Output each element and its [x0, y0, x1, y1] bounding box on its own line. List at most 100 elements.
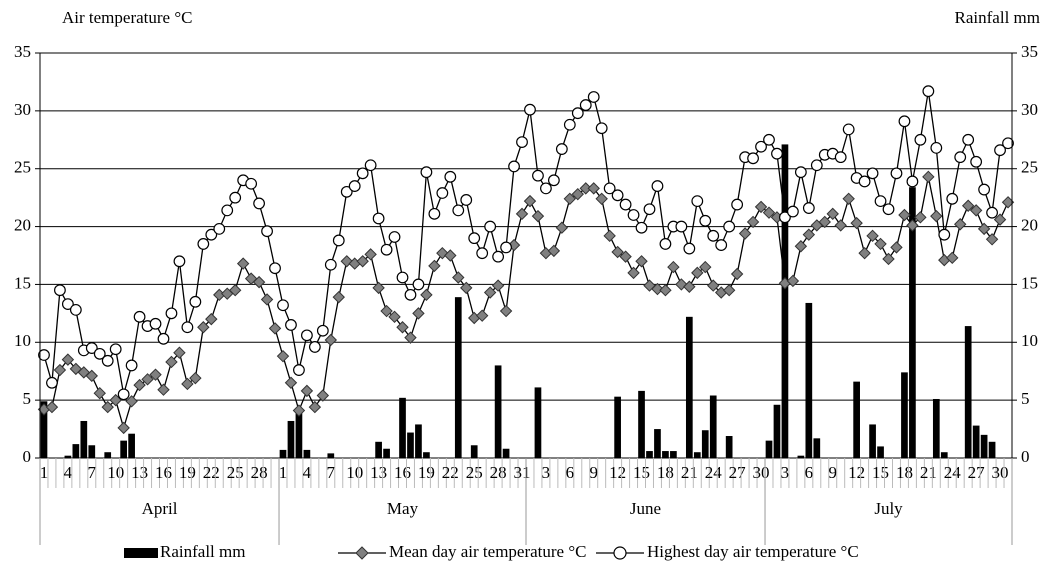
max-marker	[587, 91, 600, 103]
max-marker	[938, 228, 951, 241]
mean-marker	[985, 233, 999, 246]
mean-marker	[898, 208, 911, 222]
mean-marker	[324, 333, 338, 347]
rain-bar	[901, 372, 908, 458]
max-marker	[396, 271, 409, 284]
mean-marker	[228, 284, 242, 297]
rain-bar	[415, 424, 422, 458]
mean-marker	[691, 266, 704, 280]
mean-marker	[475, 309, 489, 322]
mean-marker	[85, 369, 98, 383]
mean-marker	[738, 227, 752, 240]
mean-marker	[547, 244, 561, 258]
mean-marker	[643, 279, 656, 292]
max-marker	[787, 205, 799, 218]
mean-marker	[499, 304, 513, 318]
mean-marker	[531, 209, 545, 223]
max-marker	[986, 206, 998, 219]
mean-marker	[906, 219, 919, 232]
mean-marker	[181, 377, 194, 391]
max-marker	[213, 222, 226, 235]
mean-marker	[491, 279, 505, 292]
rain-bar	[662, 451, 669, 458]
max-marker	[962, 133, 975, 146]
y-tick-label: 20	[14, 215, 31, 234]
mean-marker	[308, 400, 322, 414]
rain-bar	[701, 430, 709, 458]
y-tick-label: 15	[14, 273, 31, 292]
max-marker	[54, 284, 66, 297]
max-marker	[946, 192, 959, 205]
mean-marker	[977, 222, 991, 236]
x-tick-label: 25	[227, 463, 244, 482]
y2-tick-label: 35	[1021, 42, 1038, 61]
mean-marker	[149, 368, 162, 381]
rain-bar	[454, 297, 462, 458]
max-marker	[293, 364, 305, 376]
y-tick-label: 25	[14, 158, 31, 177]
rain-bar	[120, 440, 128, 458]
max-marker	[348, 180, 361, 192]
max-marker	[468, 232, 481, 245]
rain-bar	[964, 326, 972, 458]
max-marker	[516, 136, 528, 149]
y2-tick-label: 25	[1021, 158, 1038, 177]
mean-marker	[189, 371, 202, 385]
mean-marker	[101, 400, 114, 414]
mean-marker	[890, 241, 903, 254]
max-marker	[508, 160, 520, 173]
y2-tick-label: 10	[1021, 331, 1038, 350]
mean-marker	[141, 373, 154, 386]
max-marker	[93, 347, 106, 360]
max-marker	[308, 341, 321, 353]
max-marker	[699, 214, 712, 227]
mean-marker	[555, 221, 569, 234]
legend-label: Mean day air temperature °C	[389, 542, 587, 561]
mean-marker	[802, 228, 816, 241]
mean-marker	[372, 281, 385, 295]
max-marker	[834, 151, 847, 164]
x-tick-label: 10	[346, 463, 363, 482]
max-marker	[619, 198, 632, 211]
mean-marker	[523, 194, 537, 208]
mean-marker	[587, 182, 600, 195]
mean-marker	[874, 237, 887, 251]
x-tick-label: 19	[418, 463, 435, 482]
rain-bar	[685, 316, 693, 458]
mean-marker	[236, 257, 250, 270]
max-marker	[922, 85, 935, 98]
x-tick-label: 3	[781, 463, 790, 482]
mean-marker	[834, 219, 847, 232]
y2-tick-label: 20	[1021, 215, 1038, 234]
max-marker	[563, 118, 576, 131]
max-marker	[914, 133, 927, 146]
legend-marker	[355, 546, 369, 560]
max-marker	[492, 250, 505, 263]
mean-marker	[69, 362, 83, 376]
rain-bar	[279, 449, 287, 458]
mean-marker	[722, 284, 736, 297]
max-marker	[125, 359, 138, 372]
max-marker	[627, 209, 640, 221]
mean-marker	[388, 310, 401, 324]
max-marker	[802, 202, 815, 214]
mean-marker	[420, 288, 433, 302]
x-tick-label: 4	[303, 463, 312, 482]
max-marker	[651, 180, 664, 192]
max-marker	[540, 182, 552, 195]
rain-bar	[797, 455, 805, 458]
rain-bar	[646, 451, 653, 458]
mean-marker	[730, 267, 744, 281]
grid	[40, 52, 1012, 459]
mean-marker	[961, 199, 975, 212]
x-tick-label: 7	[88, 463, 97, 482]
y2-tick-label: 15	[1021, 273, 1038, 292]
max-marker	[261, 225, 273, 238]
x-tick-label: 1	[279, 463, 288, 482]
max-marker	[285, 319, 297, 331]
rain-bar	[72, 444, 80, 458]
mean-marker	[683, 280, 696, 293]
mean-marker	[675, 278, 688, 291]
